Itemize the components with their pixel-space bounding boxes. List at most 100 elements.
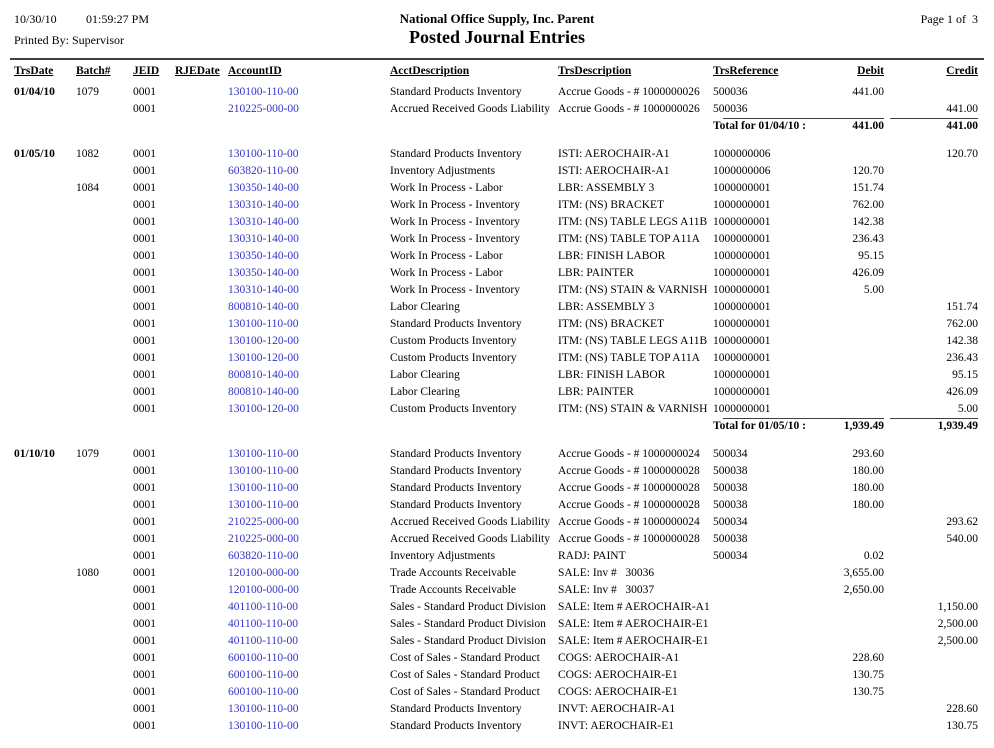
- cell-acct: Accrued Received Goods Liability: [390, 533, 550, 545]
- account-id-link[interactable]: 130100-110-00: [228, 720, 299, 732]
- cell-account: 120100-000-00: [228, 565, 390, 582]
- account-id-link[interactable]: 401100-110-00: [228, 635, 299, 647]
- account-id-link[interactable]: 210225-000-00: [228, 533, 299, 545]
- cell-trsdate: [14, 248, 76, 265]
- account-id-link[interactable]: 120100-000-00: [228, 584, 299, 596]
- account-id-link[interactable]: 130350-140-00: [228, 250, 299, 262]
- table-row: 0001 120100-000-00 Trade Accounts Receivab…: [14, 582, 978, 599]
- total-batch: [76, 418, 133, 435]
- account-id-link[interactable]: 130100-110-00: [228, 465, 299, 477]
- table-row: 0001 130100-110-00 Standard Products Inven…: [14, 718, 978, 735]
- cell-batch: [76, 282, 133, 299]
- cell-account: 130100-110-00: [228, 146, 390, 163]
- cell-jeid: 0001: [133, 686, 156, 698]
- cell-acct: Work In Process - Inventory: [390, 216, 521, 228]
- account-id-link[interactable]: 600100-110-00: [228, 652, 299, 664]
- cell-jeid: 0001: [133, 635, 156, 647]
- cell-jeid: 0001: [133, 533, 156, 545]
- cell-desc: SALE: Item # AEROCHAIR-A1: [558, 601, 710, 613]
- cell-acct: Trade Accounts Receivable: [390, 567, 517, 579]
- cell-account: 130100-110-00: [228, 718, 390, 735]
- cell-credit: 2,500.00: [937, 635, 978, 647]
- cell-jeid: 0001: [133, 199, 156, 211]
- table-body: 01/04/10 1079 0001 130100-110-00 Standard Pr…: [0, 84, 994, 735]
- report-header: 10/30/10 01:59:27 PM Printed By: Supervi…: [0, 0, 994, 58]
- cell-ref: [713, 599, 790, 616]
- account-id-link[interactable]: 130100-120-00: [228, 335, 299, 347]
- account-id-link[interactable]: 130100-110-00: [228, 86, 299, 98]
- account-id-link[interactable]: 130100-120-00: [228, 352, 299, 364]
- cell-ref: [713, 650, 790, 667]
- cell-batch: [76, 718, 133, 735]
- account-id-link[interactable]: 800810-140-00: [228, 301, 299, 313]
- total-jeid: [133, 418, 175, 435]
- cell-desc: ISTI: AEROCHAIR-A1: [558, 148, 670, 160]
- cell-acct: Work In Process - Labor: [390, 182, 503, 194]
- account-id-link[interactable]: 130100-110-00: [228, 482, 299, 494]
- cell-account: 130100-110-00: [228, 446, 390, 463]
- account-id-link[interactable]: 130310-140-00: [228, 216, 299, 228]
- cell-desc: Accrue Goods - # 1000000026: [558, 86, 700, 98]
- table-row: 0001 401100-110-00 Sales - Standard Produc…: [14, 616, 978, 633]
- account-id-link[interactable]: 130310-140-00: [228, 199, 299, 211]
- col-header-debit: Debit: [857, 65, 884, 77]
- cell-credit: [884, 565, 978, 582]
- cell-debit: [790, 599, 884, 616]
- cell-acct: Cost of Sales - Standard Product: [390, 652, 540, 664]
- account-id-link[interactable]: 120100-000-00: [228, 567, 299, 579]
- total-jeid: [133, 118, 175, 135]
- cell-ref: [713, 701, 790, 718]
- cell-credit: [884, 265, 978, 282]
- account-id-link[interactable]: 600100-110-00: [228, 669, 299, 681]
- account-id-link[interactable]: 210225-000-00: [228, 516, 299, 528]
- account-id-link[interactable]: 603820-110-00: [228, 550, 299, 562]
- account-id-link[interactable]: 130100-110-00: [228, 499, 299, 511]
- cell-rjedate: [175, 180, 228, 197]
- total-rjedate: [175, 418, 228, 435]
- account-id-link[interactable]: 800810-140-00: [228, 386, 299, 398]
- cell-acct: Inventory Adjustments: [390, 550, 496, 562]
- cell-desc: INVT: AEROCHAIR-A1: [558, 703, 676, 715]
- header-divider: [10, 58, 984, 60]
- account-id-link[interactable]: 210225-000-00: [228, 103, 299, 115]
- account-id-link[interactable]: 600100-110-00: [228, 686, 299, 698]
- table-row: 0001 600100-110-00 Cost of Sales - Standar…: [14, 667, 978, 684]
- account-id-link[interactable]: 130100-110-00: [228, 318, 299, 330]
- account-id-link[interactable]: 130100-110-00: [228, 703, 299, 715]
- col-header-acct: AcctDescription: [390, 65, 470, 77]
- account-id-link[interactable]: 130350-140-00: [228, 267, 299, 279]
- table-row: 0001 130100-110-00 Standard Products Inven…: [14, 701, 978, 718]
- cell-acct: Trade Accounts Receivable: [390, 584, 517, 596]
- account-id-link[interactable]: 130310-140-00: [228, 284, 299, 296]
- account-id-link[interactable]: 401100-110-00: [228, 618, 299, 630]
- account-id-link[interactable]: 130100-110-00: [228, 148, 299, 160]
- cell-batch: [76, 101, 133, 118]
- cell-credit: [884, 180, 978, 197]
- cell-acct: Custom Products Inventory: [390, 403, 517, 415]
- account-id-link[interactable]: 401100-110-00: [228, 601, 299, 613]
- account-id-link[interactable]: 130310-140-00: [228, 233, 299, 245]
- cell-debit: [790, 616, 884, 633]
- cell-ref: 1000000001: [713, 318, 771, 330]
- account-id-link[interactable]: 130100-120-00: [228, 403, 299, 415]
- cell-batch: [76, 667, 133, 684]
- cell-acct: Standard Products Inventory: [390, 703, 522, 715]
- table-row: 0001 210225-000-00 Accrued Received Goods …: [14, 531, 978, 548]
- cell-desc: LBR: PAINTER: [558, 267, 634, 279]
- account-id-link[interactable]: 603820-110-00: [228, 165, 299, 177]
- cell-jeid: 0001: [133, 448, 156, 460]
- cell-batch: [76, 197, 133, 214]
- account-id-link[interactable]: 800810-140-00: [228, 369, 299, 381]
- cell-rjedate: [175, 565, 228, 582]
- account-id-link[interactable]: 130350-140-00: [228, 182, 299, 194]
- table-row: 0001 130100-110-00 Standard Products Inven…: [14, 316, 978, 333]
- cell-trsdate: [14, 480, 76, 497]
- table-row: 0001 130100-110-00 Standard Products Inven…: [14, 480, 978, 497]
- cell-acct: Cost of Sales - Standard Product: [390, 669, 540, 681]
- cell-acct: Work In Process - Labor: [390, 267, 503, 279]
- cell-account: 401100-110-00: [228, 599, 390, 616]
- account-id-link[interactable]: 130100-110-00: [228, 448, 299, 460]
- cell-jeid: 0001: [133, 103, 156, 115]
- cell-desc: Accrue Goods - # 1000000028: [558, 533, 700, 545]
